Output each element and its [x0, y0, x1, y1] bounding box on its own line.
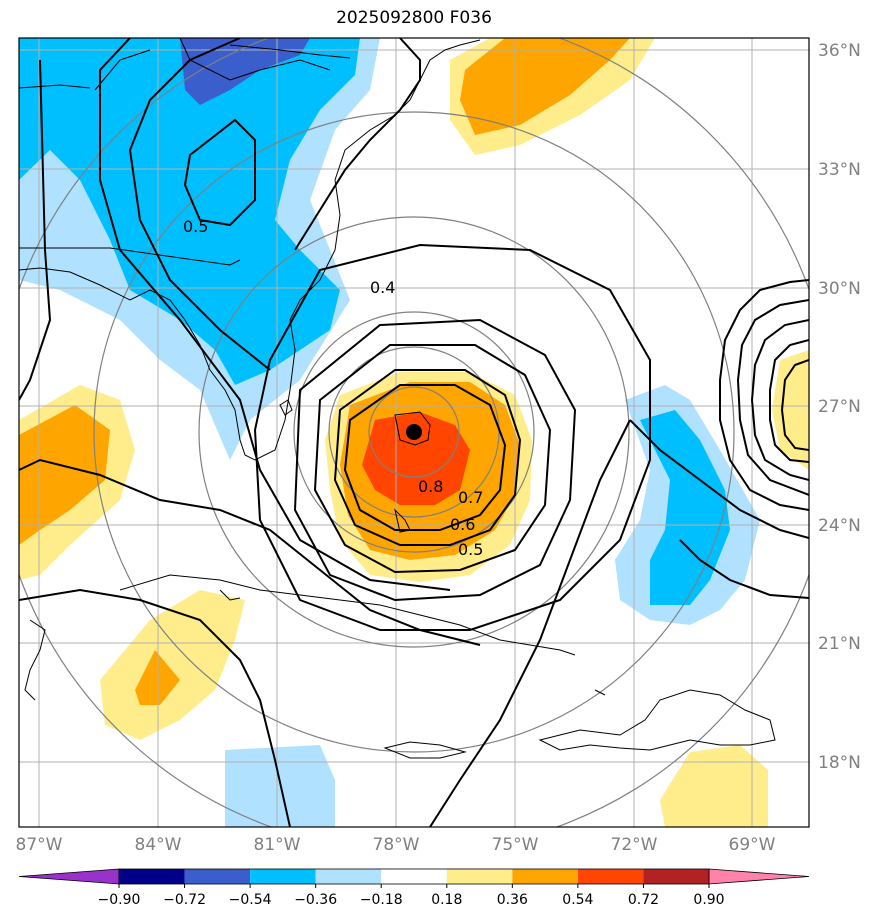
colorbar-segment: [643, 869, 709, 884]
latitude-labels: 36°N 33°N 30°N 27°N 24°N 21°N 18°N: [818, 41, 861, 773]
colorbar-segment: [381, 869, 447, 884]
contour-label: 0.8: [418, 477, 443, 496]
graticule: [19, 38, 809, 827]
lat-label: 36°N: [818, 41, 861, 61]
map-border: [18, 37, 810, 828]
contour-label: 0.6: [450, 515, 475, 534]
lon-label: 78°W: [373, 835, 420, 855]
colorbar-tick-label: −0.72: [163, 892, 206, 908]
colorbar-tick-label: −0.90: [98, 892, 141, 908]
colorbar-tick-label: −0.54: [229, 892, 272, 908]
longitude-labels: 87°W 84°W 81°W 78°W 75°W 72°W 69°W: [16, 835, 776, 855]
colorbar-tick-label: 0.54: [562, 892, 593, 908]
contour-label: 0.5: [183, 217, 208, 236]
map-title: 2025092800 F036: [336, 8, 492, 28]
contour-labels: 0.5 0.4 0.8 0.7 0.6 0.5: [183, 217, 483, 559]
colorbar: −0.90 −0.72 −0.54 −0.36 −0.18 0.18 0.36 0.54 0.7…: [18, 868, 810, 908]
lat-label: 27°N: [818, 397, 861, 417]
colorbar-extend-high: [708, 868, 810, 885]
positive-anomaly-fill: [19, 38, 809, 827]
lat-label: 24°N: [818, 516, 861, 536]
range-rings: [19, 38, 809, 827]
lat-label: 33°N: [818, 160, 861, 180]
colorbar-tick-label: 0.90: [693, 892, 724, 908]
lon-label: 87°W: [16, 835, 63, 855]
contour-label: 0.5: [458, 540, 483, 559]
colorbar-segment: [512, 869, 578, 884]
contour-label: 0.4: [370, 278, 395, 297]
colorbar-tick-label: 0.72: [628, 892, 659, 908]
colorbar-segment: [446, 869, 513, 884]
colorbar-segment: [250, 869, 316, 884]
pressure-contours: [19, 38, 809, 827]
lon-label: 81°W: [254, 835, 301, 855]
colorbar-segment: [119, 869, 185, 884]
colorbar-border: [118, 868, 710, 885]
colorbar-tick-label: −0.18: [360, 892, 403, 908]
colorbar-tick-label: −0.36: [294, 892, 337, 908]
map-plot-area: 0.5 0.4 0.8 0.7 0.6 0.5: [19, 38, 809, 827]
colorbar-segment: [315, 869, 382, 884]
contour-label: 0.7: [458, 488, 483, 507]
lon-label: 84°W: [135, 835, 182, 855]
storm-center-marker: [406, 424, 422, 440]
colorbar-segment: [577, 869, 644, 884]
lat-label: 18°N: [818, 753, 861, 773]
colorbar-tick-label: 0.36: [497, 892, 528, 908]
lat-label: 21°N: [818, 634, 861, 654]
colorbar-extend-low: [18, 868, 120, 885]
colorbar-segment: [184, 869, 251, 884]
lon-label: 69°W: [729, 835, 776, 855]
colorbar-tick-label: 0.18: [431, 892, 462, 908]
lat-label: 30°N: [818, 279, 861, 299]
lon-label: 75°W: [492, 835, 539, 855]
lon-label: 72°W: [611, 835, 658, 855]
